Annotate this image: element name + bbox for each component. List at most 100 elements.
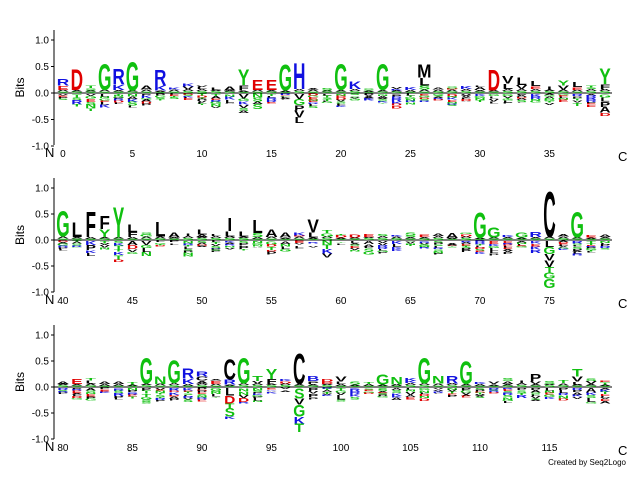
residue-letter: Y	[113, 198, 125, 247]
residue-letter: A	[237, 236, 250, 238]
depleted-residue-letter: P	[58, 392, 69, 394]
depleted-residue-letter: G	[543, 95, 555, 97]
depleted-residue-letter: T	[211, 397, 221, 398]
y-tick-label: 0.0	[35, 383, 49, 394]
residue-letter: S	[168, 238, 180, 240]
residue-letter: A	[502, 88, 515, 91]
depleted-residue-letter: A	[460, 101, 471, 102]
residue-letter: A	[140, 383, 153, 385]
depleted-residue-letter: L	[211, 394, 221, 398]
depleted-residue-letter: G	[543, 271, 555, 280]
depleted-residue-letter: S	[211, 246, 221, 249]
residue-letter: S	[141, 238, 153, 240]
depleted-residue-letter: S	[350, 94, 360, 96]
residue-letter: A	[390, 384, 403, 387]
residue-letter: G	[320, 232, 334, 237]
depleted-residue-letter: L	[489, 96, 499, 99]
depleted-residue-letter: N	[252, 400, 263, 402]
residue-letter: S	[307, 91, 319, 93]
residue-letter: E	[599, 381, 611, 383]
residue-letter: A	[224, 90, 237, 92]
residue-letter: G	[459, 354, 472, 391]
credit-label: Created by Seq2Logo	[548, 458, 626, 467]
depleted-residue-letter: A	[238, 111, 249, 114]
depleted-residue-letter: E	[447, 393, 457, 396]
depleted-residue-letter: S	[58, 98, 68, 100]
depleted-residue-letter: N	[433, 251, 444, 254]
residue-letter: T	[322, 229, 333, 234]
depleted-residue-letter: E	[266, 389, 276, 391]
residue-letter: L	[127, 223, 138, 235]
residue-letter: A	[599, 89, 612, 92]
depleted-residue-letter: L	[336, 244, 346, 245]
residue-letter: N	[432, 375, 444, 387]
residue-letter: S	[446, 91, 458, 94]
depleted-residue-letter: G	[71, 247, 83, 248]
depleted-residue-letter: V	[308, 391, 319, 395]
residue-letter: G	[237, 350, 250, 391]
residue-letter: K	[390, 235, 403, 237]
depleted-residue-letter: A	[57, 242, 68, 244]
residue-letter: C	[543, 179, 555, 251]
residue-letter: L	[502, 82, 513, 90]
depleted-residue-letter: S	[197, 241, 207, 244]
residue-letter: A	[599, 384, 612, 386]
depleted-residue-letter: S	[600, 248, 610, 250]
residue-letter: K	[460, 85, 472, 90]
depleted-residue-letter: G	[502, 94, 514, 97]
depleted-residue-letter: N	[530, 99, 541, 101]
depleted-residue-letter: R	[586, 97, 597, 100]
residue-letter: F	[85, 204, 96, 245]
residue-letter: A	[432, 88, 445, 91]
residue-letter: A	[585, 237, 598, 239]
residue-letter: A	[265, 228, 278, 240]
residue-letter: S	[446, 86, 458, 89]
residue-letter: A	[599, 237, 612, 239]
residue-letter: T	[127, 381, 138, 385]
depleted-residue-letter: R	[572, 94, 583, 97]
depleted-residue-letter: L	[169, 244, 179, 246]
depleted-residue-letter: D	[419, 398, 430, 402]
depleted-residue-letter: D	[169, 390, 180, 392]
depleted-residue-letter: R	[238, 402, 249, 404]
residue-letter: S	[502, 238, 514, 240]
residue-letter: G	[279, 59, 292, 100]
residue-letter: S	[266, 91, 278, 94]
residue-letter: S	[419, 385, 431, 388]
depleted-residue-letter: S	[475, 397, 485, 399]
residue-letter: S	[544, 91, 556, 94]
residue-letter: S	[432, 237, 444, 240]
depleted-residue-letter: T	[378, 94, 388, 95]
residue-letter: S	[85, 88, 97, 91]
residue-letter: S	[377, 234, 389, 237]
residue-letter: S	[405, 235, 417, 238]
depleted-residue-letter: G	[113, 96, 125, 98]
residue-letter: C	[293, 345, 305, 394]
depleted-residue-letter: L	[253, 398, 263, 401]
depleted-residue-letter: V	[211, 244, 222, 247]
residue-letter: S	[99, 91, 111, 93]
depleted-residue-letter: T	[503, 98, 513, 100]
residue-letter: S	[71, 238, 83, 240]
residue-letter: A	[502, 237, 515, 239]
residue-letter: A	[237, 383, 250, 386]
depleted-residue-letter: P	[225, 103, 235, 104]
residue-letter: I	[519, 379, 524, 384]
depleted-residue-letter: K	[294, 415, 306, 427]
residue-letter: E	[530, 86, 542, 90]
residue-letter: D	[321, 378, 333, 383]
depleted-residue-letter: K	[433, 389, 444, 390]
depleted-residue-letter: D	[599, 112, 610, 117]
depleted-residue-letter: A	[391, 397, 402, 401]
depleted-residue-letter: P	[461, 98, 471, 100]
residue-letter: S	[252, 239, 264, 241]
depleted-residue-letter: G	[279, 96, 291, 97]
depleted-residue-letter: E	[600, 394, 610, 397]
depleted-residue-letter: R	[210, 248, 221, 249]
